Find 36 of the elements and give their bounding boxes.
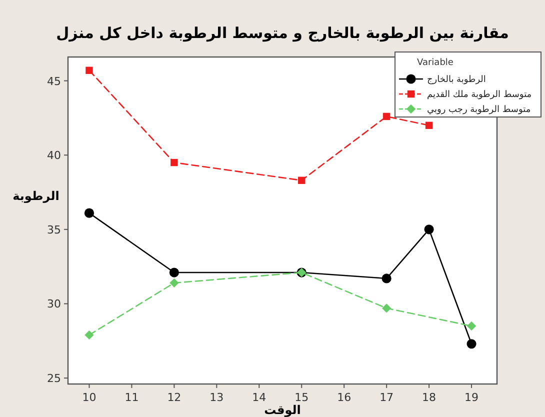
point [466,339,476,349]
x-tick-label: 15 [294,391,309,404]
x-tick-label: 10 [82,391,96,404]
point [170,278,179,288]
x-tick-label: 12 [167,391,182,404]
y-tick-label: 30 [47,298,61,311]
x-tick-label: 13 [210,391,224,404]
legend-label: متوسط الرطوبة رجب روبي [427,105,531,115]
point [170,158,178,166]
point [382,274,392,284]
legend-title: Variable [417,58,454,68]
point [424,224,434,234]
point [84,330,94,340]
y-tick-label: 45 [47,74,61,88]
point [382,112,390,120]
y-tick-label: 25 [47,372,61,386]
chart-title: مقارنة بين الرطوبة بالخارج و متوسط الرطوبة داخل كل منزل [56,24,509,42]
x-tick-label: 16 [337,391,352,404]
y-axis-title: الرطوبة [12,189,60,203]
x-tick-label: 11 [124,391,139,404]
legend-label: متوسط الرطوبة ملك القديم [427,90,532,100]
x-tick-label: 14 [252,391,266,404]
x-axis-title: الوقت [264,403,301,417]
x-tick-label: 19 [464,391,479,404]
point [382,304,392,313]
y-tick-label: 40 [47,149,61,162]
y-tick-label: 35 [47,223,61,236]
point [298,176,306,184]
point [169,268,179,278]
point [425,122,433,129]
legend-label: الرطوبة بالخارج [427,75,486,85]
point [86,66,93,74]
point [84,208,94,218]
x-tick-label: 18 [422,391,436,404]
x-tick-label: 17 [380,391,394,404]
point [466,321,476,331]
